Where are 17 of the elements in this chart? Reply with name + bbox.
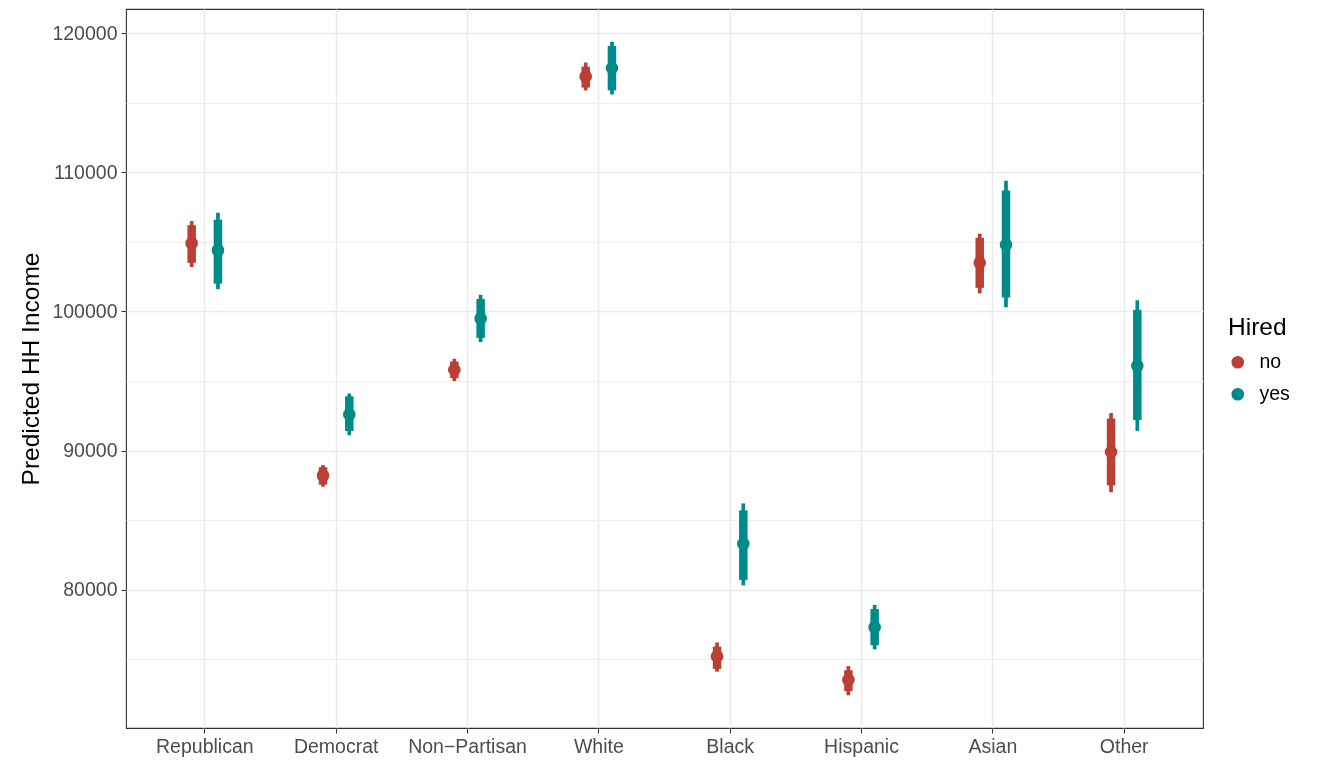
y-tick-label: 90000 bbox=[63, 439, 118, 462]
y-tick-label: 120000 bbox=[52, 21, 118, 44]
x-tick-label: Democrat bbox=[293, 734, 379, 757]
x-tick-label: Asian bbox=[968, 734, 1018, 757]
y-tick-label: 110000 bbox=[53, 160, 118, 183]
y-axis-title: Predicted HH Income bbox=[17, 252, 45, 486]
legend-title: Hired bbox=[1228, 313, 1287, 341]
x-tick-label: White bbox=[573, 734, 624, 757]
x-tick-label: Republican bbox=[156, 734, 254, 757]
x-tick-label: Other bbox=[1099, 734, 1150, 757]
x-tick-label: Hispanic bbox=[824, 734, 900, 757]
y-tick-label: 100000 bbox=[52, 299, 118, 322]
legend-label: no bbox=[1259, 350, 1282, 373]
legend-label: yes bbox=[1259, 382, 1291, 405]
y-tick-label: 80000 bbox=[63, 578, 118, 601]
x-tick-label: Non−Partisan bbox=[408, 734, 527, 757]
x-tick-label: Black bbox=[706, 734, 755, 757]
